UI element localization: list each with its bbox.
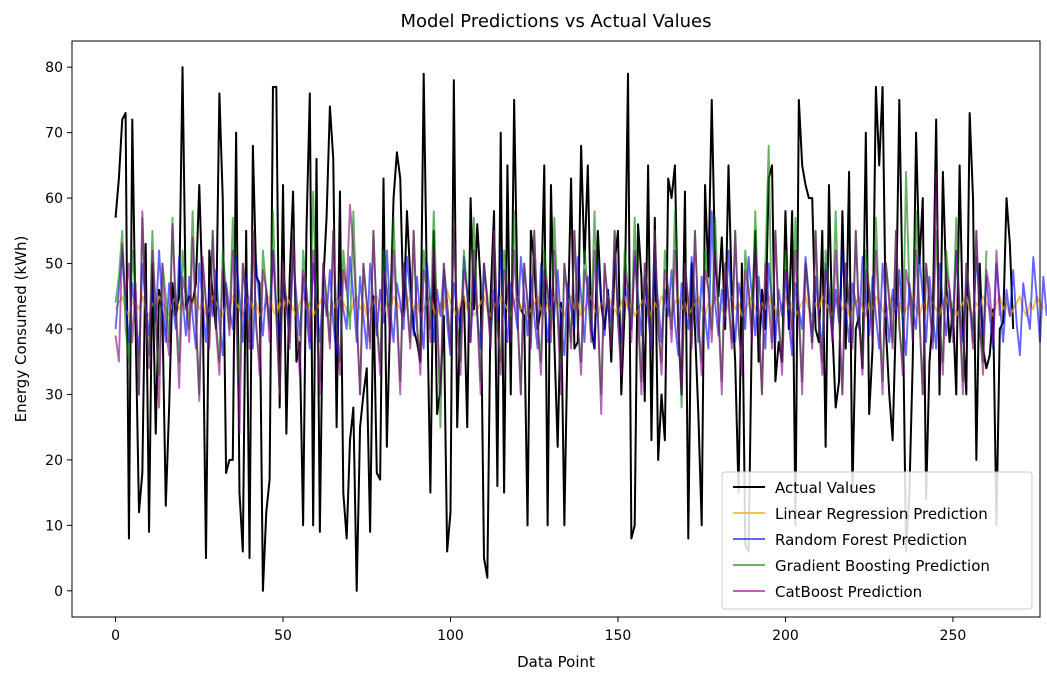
legend-label: CatBoost Prediction — [775, 583, 922, 601]
x-tick-label: 250 — [940, 628, 967, 644]
x-axis: 0 50 100 150 200 250 — [111, 617, 966, 644]
y-tick-label: 70 — [45, 126, 63, 142]
legend-label: Linear Regression Prediction — [775, 505, 988, 523]
series-line-0 — [114, 66, 1015, 592]
x-tick-label: 50 — [274, 628, 292, 644]
x-tick-label: 150 — [605, 628, 632, 644]
x-tick-label: 0 — [111, 628, 120, 644]
y-tick-label: 10 — [45, 518, 63, 534]
legend-label: Actual Values — [775, 479, 876, 497]
chart-title: Model Predictions vs Actual Values — [401, 11, 712, 32]
x-axis-label: Data Point — [517, 653, 595, 671]
plot-lines — [114, 66, 1047, 592]
y-tick-label: 0 — [54, 584, 63, 600]
y-tick-label: 40 — [45, 322, 63, 338]
y-tick-label: 30 — [45, 387, 63, 403]
y-axis-label: Energy Consumed (kWh) — [12, 236, 30, 423]
y-tick-label: 50 — [45, 257, 63, 273]
legend-box — [721, 471, 1033, 610]
legend-label: Gradient Boosting Prediction — [775, 557, 990, 575]
y-tick-label: 60 — [45, 191, 63, 207]
x-tick-label: 200 — [772, 628, 799, 644]
legend-label: Random Forest Prediction — [775, 531, 967, 549]
series-line-4 — [114, 170, 1001, 435]
x-tick-label: 100 — [437, 628, 464, 644]
legend: Actual Values Linear Regression Predictio… — [721, 471, 1033, 610]
y-axis: 0 10 20 30 40 50 60 70 80 — [45, 60, 72, 600]
y-tick-label: 80 — [45, 60, 63, 76]
y-tick-label: 20 — [45, 453, 63, 469]
